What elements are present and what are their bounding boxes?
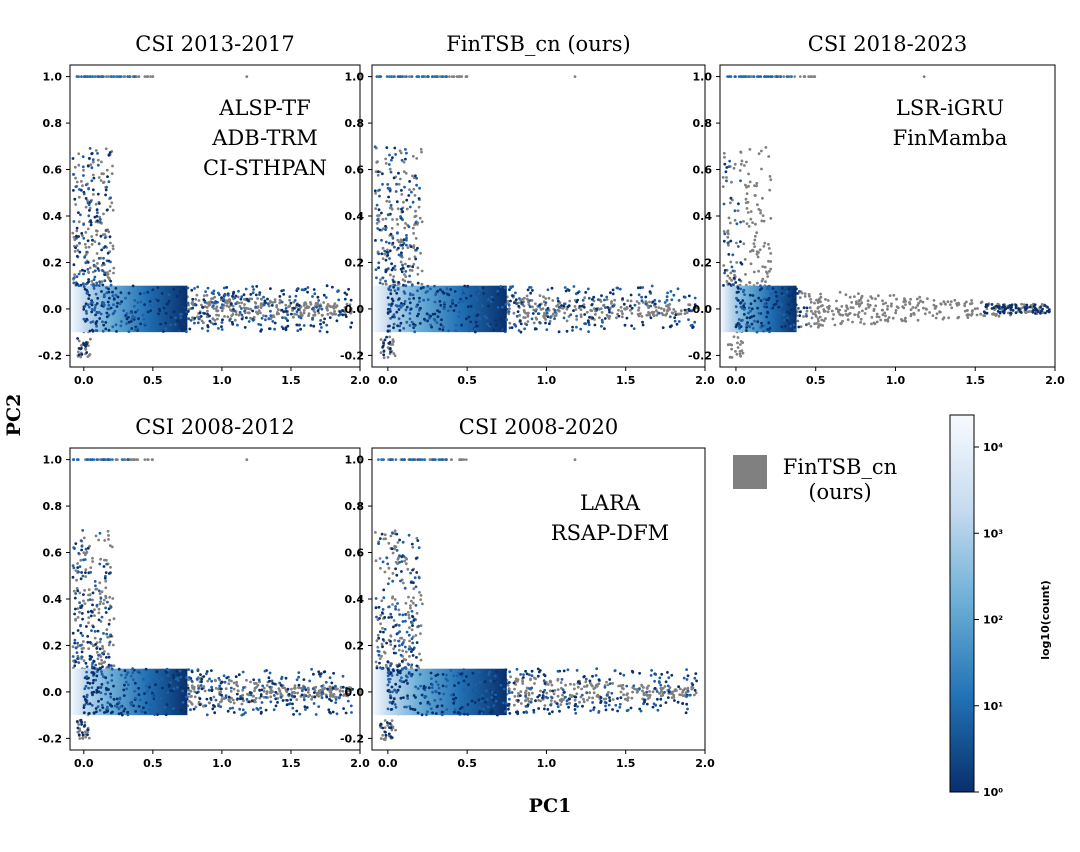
y-tick-label: 0.8 [43,500,63,513]
method-annotation: LSR-iGRU [896,96,1004,120]
method-annotation: ALSP-TF [218,96,310,120]
x-tick-label: 2.0 [350,374,370,387]
x-tick-label: 0.0 [726,374,746,387]
y-tick-label: 0.6 [345,547,365,560]
x-tick-label: 1.0 [537,757,557,770]
y-tick-label: 1.0 [43,71,63,84]
colorbar-label: log10(count) [1039,580,1052,660]
y-tick-label: 1.0 [693,71,713,84]
x-axis-label: PC1 [529,795,572,817]
x-tick-label: 1.0 [212,757,232,770]
y-tick-label: 0.4 [693,210,713,223]
y-tick-label: 1.0 [43,454,63,467]
point-cloud [70,458,354,740]
y-tick-label: 0.2 [693,256,713,269]
x-tick-label: 0.0 [74,757,94,770]
point-cloud [372,75,699,360]
subplot-title: CSI 2008-2012 [135,415,294,439]
legend-label-line1: FinTSB_cn [783,455,897,479]
y-tick-label: 0.8 [43,117,63,130]
y-tick-label: 0.0 [345,686,365,699]
y-tick-label: 0.8 [345,500,365,513]
y-tick-label: 0.6 [43,547,63,560]
legend-label-line2: (ours) [808,480,871,504]
colorbar [949,414,975,793]
y-tick-label: 0.0 [43,303,63,316]
colorbar-tick-label: 10¹ [983,700,1003,713]
y-tick-label: 0.4 [345,210,365,223]
point-cloud [70,75,354,359]
y-tick-label: 0.2 [43,256,63,269]
x-tick-label: 2.0 [1045,374,1065,387]
y-tick-label: 0.8 [693,117,713,130]
colorbar-tick-label: 10³ [983,527,1003,540]
subplot-5: CSI 2008-2020 0.0 0.5 1.0 1.5 2.0 -0.2 0.0 0.2 0.… [340,415,715,770]
y-tick-label: -0.2 [688,349,712,362]
subplot-title: CSI 2013-2017 [135,32,294,56]
subplot-1: CSI 2013-2017 0.0 0.5 1.0 1.5 2.0 -0.2 0.0 0.2 0.… [38,32,370,387]
x-tick-label: 0.0 [74,374,94,387]
method-annotation: LARA [580,491,641,515]
subplot-2: FinTSB_cn (ours) 0.0 0.5 1.0 1.5 2.0 -0.2 0.0 0.… [340,32,715,387]
subplot-3: CSI 2018-2023 0.0 0.5 1.0 1.5 2.0 -0.2 0.0 0.2 0.… [688,32,1065,387]
y-tick-label: -0.2 [38,349,62,362]
y-tick-label: 0.0 [43,686,63,699]
y-tick-label: 0.6 [693,164,713,177]
y-tick-label: 0.8 [345,117,365,130]
point-cloud [720,75,1051,359]
x-tick-label: 1.0 [886,374,906,387]
x-tick-label: 0.5 [457,374,477,387]
y-tick-label: 1.0 [345,454,365,467]
x-tick-label: 0.5 [143,374,163,387]
subplot-title: CSI 2008-2020 [459,415,618,439]
y-tick-label: 0.2 [345,639,365,652]
method-annotation: FinMamba [893,126,1008,150]
y-tick-label: 0.2 [345,256,365,269]
y-tick-label: -0.2 [38,732,62,745]
dense-region [372,285,507,333]
subplot-title: FinTSB_cn (ours) [446,32,630,56]
subplot-title: CSI 2018-2023 [808,32,967,56]
y-tick-label: 0.0 [693,303,713,316]
y-tick-label: 0.4 [43,593,63,606]
subplot-4: CSI 2008-2012 0.0 0.5 1.0 1.5 2.0 -0.2 0.0 0.2 0.… [38,415,370,770]
y-tick-label: -0.2 [340,349,364,362]
x-tick-label: 1.5 [965,374,985,387]
x-tick-label: 1.5 [281,757,301,770]
x-tick-label: 1.5 [616,757,636,770]
x-tick-label: 0.5 [457,757,477,770]
x-tick-label: 0.5 [143,757,163,770]
y-tick-label: 0.6 [345,164,365,177]
y-tick-label: 0.4 [345,593,365,606]
y-tick-label: 0.4 [43,210,63,223]
x-tick-label: 2.0 [695,757,715,770]
y-tick-label: 0.0 [345,303,365,316]
x-tick-label: 0.0 [378,374,398,387]
x-tick-label: 1.5 [616,374,636,387]
method-annotation: RSAP-DFM [551,521,669,545]
x-tick-label: 1.0 [212,374,232,387]
x-tick-label: 0.5 [806,374,826,387]
x-tick-label: 2.0 [350,757,370,770]
y-tick-label: -0.2 [340,732,364,745]
y-axis-label: PC2 [3,394,25,437]
x-tick-label: 1.5 [281,374,301,387]
x-tick-label: 0.0 [378,757,398,770]
colorbar-tick-label: 10⁰ [983,786,1003,799]
colorbar-tick-label: 10² [983,614,1003,627]
x-tick-label: 1.0 [537,374,557,387]
x-tick-label: 2.0 [695,374,715,387]
y-tick-label: 0.2 [43,639,63,652]
method-annotation: ADB-TRM [211,126,318,150]
y-tick-label: 0.6 [43,164,63,177]
point-cloud [372,458,698,742]
legend-swatch [733,455,767,489]
method-annotation: CI-STHPAN [203,156,327,180]
colorbar-tick-label: 10⁴ [983,441,1003,454]
y-tick-label: 1.0 [345,71,365,84]
